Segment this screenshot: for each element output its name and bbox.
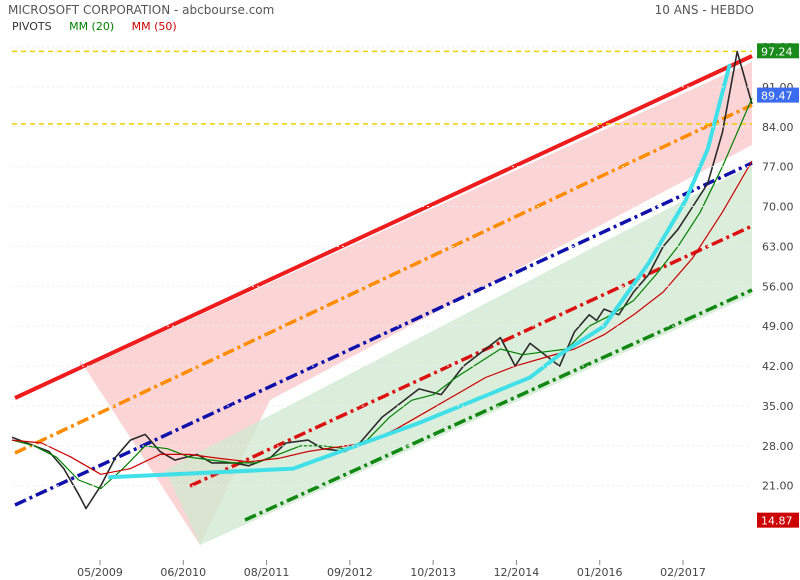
price-badge-label: 97.24: [761, 45, 793, 58]
price-badges: 97.24 89.47 14.87: [757, 43, 799, 528]
horizontal-levels: [12, 50, 752, 125]
legend-mm50: MM (50): [131, 20, 177, 33]
price-badge: [757, 87, 799, 103]
period-label: 10 ANS - HEBDO: [654, 3, 754, 17]
y-tick-label: 21.00: [762, 480, 794, 493]
y-tick-label: 63.00: [762, 240, 794, 253]
legend-mm20: MM (20): [69, 20, 115, 33]
x-tick-label: 08/2011: [244, 566, 290, 579]
y-tick-label: 70.00: [762, 201, 794, 214]
price-badge-label: 14.87: [761, 515, 793, 528]
channel-line-orange: [14, 103, 753, 455]
price-badge: [757, 43, 799, 59]
y-tick-label: 84.00: [762, 121, 794, 134]
y-tick-label: 56.00: [762, 280, 794, 293]
x-tick-label: 05/2009: [77, 566, 123, 579]
x-tick-label: 12/2014: [494, 566, 540, 579]
x-axis: 05/2009 06/2010 08/2011 09/2012 10/2013 12/20…: [77, 560, 706, 579]
x-tick-label: 02/2017: [660, 566, 706, 579]
price-badge: [757, 512, 799, 528]
y-tick-label: 35.00: [762, 400, 794, 413]
channel-line-red: [14, 54, 753, 400]
channel-line-red-dash: [189, 224, 753, 488]
price-badge-label: 89.47: [761, 90, 793, 103]
x-tick-label: 01/2016: [577, 566, 623, 579]
y-tick-label: 77.00: [762, 161, 794, 174]
x-tick-label: 10/2013: [410, 566, 456, 579]
x-tick-label: 06/2010: [160, 566, 206, 579]
y-tick-label: 42.00: [762, 360, 794, 373]
legend-pivots: PIVOTS: [12, 20, 52, 33]
y-axis: 98.0091.0084.0077.0070.0063.0056.0049.00…: [12, 41, 794, 493]
series-line-3: [108, 63, 732, 480]
lower-channel-zone: [165, 165, 752, 545]
y-tick-label: 28.00: [762, 440, 794, 453]
channel-line-green: [244, 288, 753, 522]
series-line-1: [11, 98, 753, 490]
y-tick-label: 49.00: [762, 320, 794, 333]
legend: PIVOTS MM (20) MM (50): [12, 20, 191, 33]
chart-title: MICROSOFT CORPORATION - abcbourse.com: [8, 3, 275, 17]
x-tick-label: 09/2012: [327, 566, 373, 579]
channel-line-blue: [14, 161, 753, 507]
